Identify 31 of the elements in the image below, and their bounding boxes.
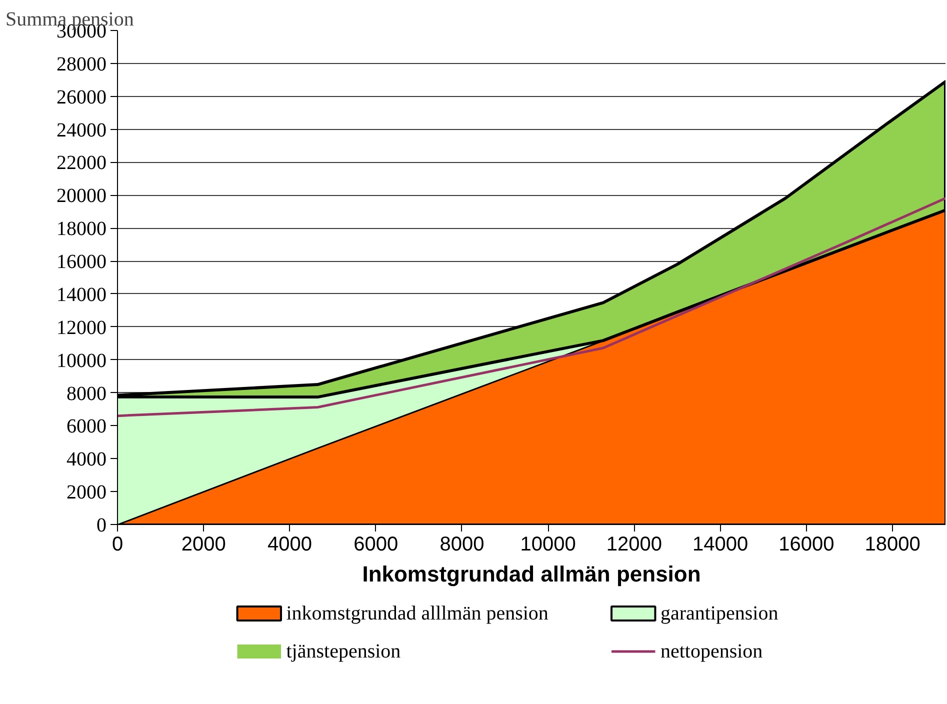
x-tick-label: 4000 xyxy=(267,534,312,556)
legend-label: garantipension xyxy=(660,602,778,624)
y-tick-label: 6000 xyxy=(66,416,106,438)
legend-label: nettopension xyxy=(660,640,763,662)
x-tick-label: 18000 xyxy=(864,534,920,556)
legend-label: inkomstgrundad alllmän pension xyxy=(286,602,548,624)
y-tick-label: 2000 xyxy=(66,482,106,504)
y-tick-label: 8000 xyxy=(66,382,106,405)
x-tick-label: 12000 xyxy=(606,534,662,556)
y-tick-label: 10000 xyxy=(56,350,106,372)
legend-label: tjänstepension xyxy=(286,640,401,662)
x-tick-label: 14000 xyxy=(692,534,748,556)
x-tick-label: 0 xyxy=(112,534,124,556)
x-tick-label: 10000 xyxy=(520,534,576,556)
x-tick-label: 2000 xyxy=(181,534,226,556)
y-tick-label: 20000 xyxy=(56,185,106,208)
x-tick-label: 16000 xyxy=(778,534,834,556)
y-tick-label: 28000 xyxy=(56,53,106,76)
y-tick-label: 14000 xyxy=(56,284,106,306)
line-series xyxy=(118,197,946,418)
x-tick-label: 8000 xyxy=(440,534,484,556)
y-tick-label: 16000 xyxy=(56,251,106,274)
y-tick-label: 26000 xyxy=(56,86,106,108)
x-tick-label: 6000 xyxy=(354,534,398,556)
y-tick-label: 4000 xyxy=(66,448,106,471)
y-tick-label: 0 xyxy=(96,514,106,536)
y-tick-label: 22000 xyxy=(56,152,106,174)
y-tick-label: 12000 xyxy=(56,316,106,339)
x-axis-title: Inkomstgrundad allmän pension xyxy=(362,562,701,586)
y-tick-label: 18000 xyxy=(56,218,106,240)
y-tick-label: 24000 xyxy=(56,119,106,142)
